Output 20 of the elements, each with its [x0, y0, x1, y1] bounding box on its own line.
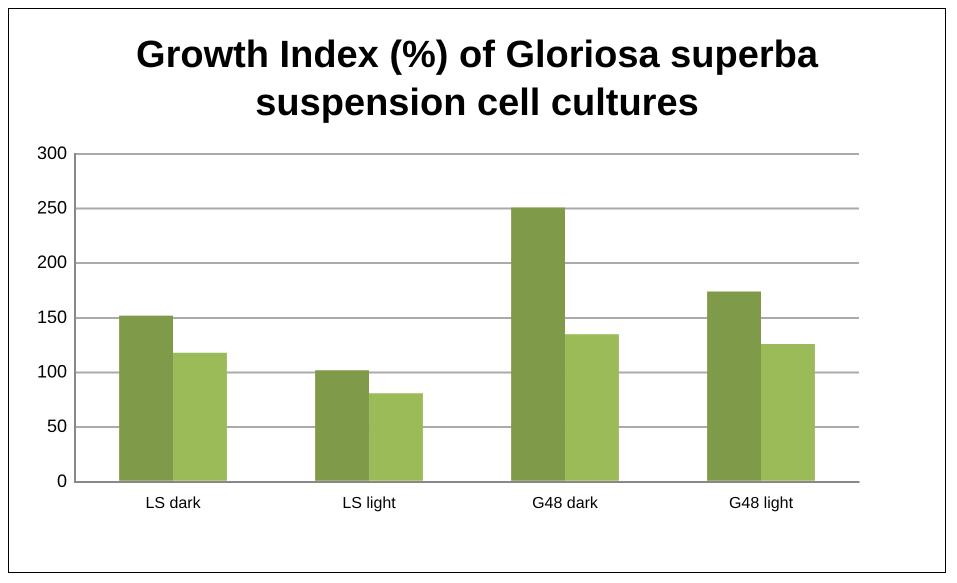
- bar: [761, 344, 815, 481]
- bar: [173, 352, 227, 481]
- bar: [511, 207, 566, 481]
- y-tick-label: 0: [57, 470, 68, 491]
- bar: [565, 334, 619, 481]
- x-tick-label: LS light: [342, 494, 396, 512]
- bar: [369, 393, 423, 481]
- y-tick-label: 200: [36, 252, 68, 272]
- y-tick-label: 300: [36, 142, 68, 163]
- y-tick-label: 100: [36, 361, 68, 382]
- x-tick-label: G48 light: [728, 494, 794, 512]
- bar: [315, 370, 370, 481]
- x-tick-label: LS dark: [145, 494, 202, 512]
- bar: [119, 316, 174, 481]
- chart-title: Growth Index (%) of Gloriosa superba suspension cell cultures: [135, 33, 820, 126]
- x-tick-label: G48 dark: [532, 494, 599, 512]
- y-tick-label: 250: [36, 197, 68, 218]
- y-tick-label: 50: [47, 416, 68, 436]
- y-tick-label: 150: [36, 306, 68, 327]
- bar: [707, 292, 762, 481]
